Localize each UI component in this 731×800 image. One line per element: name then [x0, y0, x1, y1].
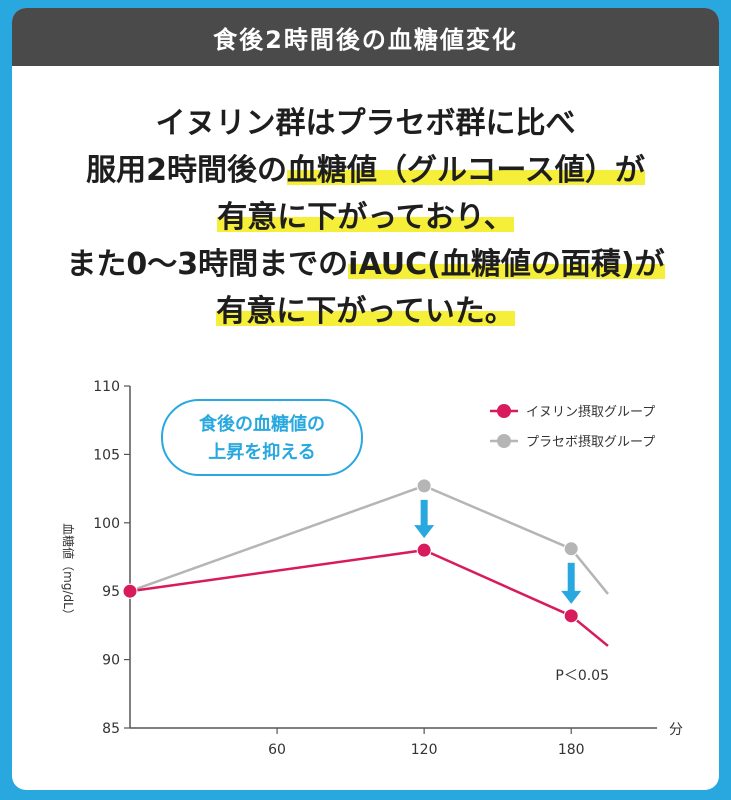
- arrow-head: [561, 590, 582, 604]
- y-tick-label: 85: [102, 721, 120, 737]
- data-point: [563, 608, 579, 624]
- data-point: [416, 542, 432, 558]
- y-tick-label: 100: [93, 516, 120, 532]
- headline: イヌリン群はプラセボ群に比べ 服用2時間後の血糖値（グルコース値）が 有意に下が…: [12, 100, 719, 335]
- callout-line-1: 食後の血糖値の: [198, 413, 325, 435]
- x-tick-label: 180: [558, 742, 585, 758]
- arrow-shaft: [567, 562, 575, 592]
- chart-arrows: [414, 499, 582, 604]
- headline-line-2: 服用2時間後の血糖値（グルコース値）が: [12, 147, 719, 194]
- page-title: 食後2時間後の血糖値変化: [12, 8, 719, 66]
- callout-line-2: 上昇を抑える: [208, 442, 315, 463]
- x-tick-label: 120: [411, 742, 438, 758]
- callout-border: [161, 399, 363, 476]
- page-title-text: 食後2時間後の血糖値変化: [213, 25, 518, 54]
- chart-area: 85 90 95 100 105 110 60 120 180 分 血糖値（mg/dL） 食後の血糖…: [12, 363, 719, 783]
- headline-highlight: 有意に下がっていた。: [216, 294, 515, 329]
- callout-bubble: 食後の血糖値の 上昇を抑える: [161, 399, 363, 476]
- y-tick-label: 110: [93, 379, 120, 395]
- down-arrow-icon: [561, 562, 582, 604]
- headline-highlight: 有意に下がっており、: [217, 200, 514, 235]
- legend-marker: [497, 434, 511, 448]
- headline-text: 服用2時間後の: [86, 153, 287, 188]
- chart-series: [122, 478, 609, 647]
- series-line: [129, 484, 609, 595]
- down-arrow-icon: [414, 499, 435, 539]
- arrow-shaft: [420, 499, 428, 527]
- headline-line-5: 有意に下がっていた。: [12, 288, 719, 335]
- x-axis-unit: 分: [669, 722, 683, 738]
- headline-line-1: イヌリン群はプラセボ群に比べ: [12, 100, 719, 147]
- data-point: [416, 478, 432, 494]
- headline-text: イヌリン群はプラセボ群に比べ: [155, 106, 576, 141]
- chart-axes: 85 90 95 100 105 110 60 120 180 分 血糖値（mg/dL）: [61, 379, 683, 758]
- data-point: [122, 583, 138, 599]
- y-tick-label: 105: [93, 447, 120, 463]
- headline-highlight: 血糖値（グルコース値）が: [286, 153, 645, 188]
- headline-text: また0～3時間までの: [66, 247, 349, 282]
- significance-label: P＜0.05: [555, 668, 609, 684]
- legend-marker: [497, 404, 511, 418]
- headline-line-3: 有意に下がっており、: [12, 194, 719, 241]
- y-tick-label: 90: [102, 653, 120, 669]
- card: 食後2時間後の血糖値変化 イヌリン群はプラセボ群に比べ 服用2時間後の血糖値（グ…: [12, 8, 719, 790]
- blood-glucose-chart: 85 90 95 100 105 110 60 120 180 分 血糖値（mg/dL） 食後の血糖…: [61, 379, 683, 758]
- legend-label: イヌリン摂取グループ: [526, 404, 655, 420]
- headline-highlight: iAUC(血糖値の面積)が: [348, 247, 665, 282]
- y-tick-label: 95: [102, 584, 120, 600]
- x-tick-label: 60: [268, 742, 286, 758]
- y-axis-label: 血糖値（mg/dL）: [61, 523, 76, 621]
- arrow-head: [414, 525, 435, 539]
- legend-label: プラセボ摂取グループ: [526, 434, 655, 450]
- headline-line-4: また0～3時間までのiAUC(血糖値の面積)が: [12, 241, 719, 288]
- series-line: [129, 548, 609, 647]
- data-point: [563, 541, 579, 557]
